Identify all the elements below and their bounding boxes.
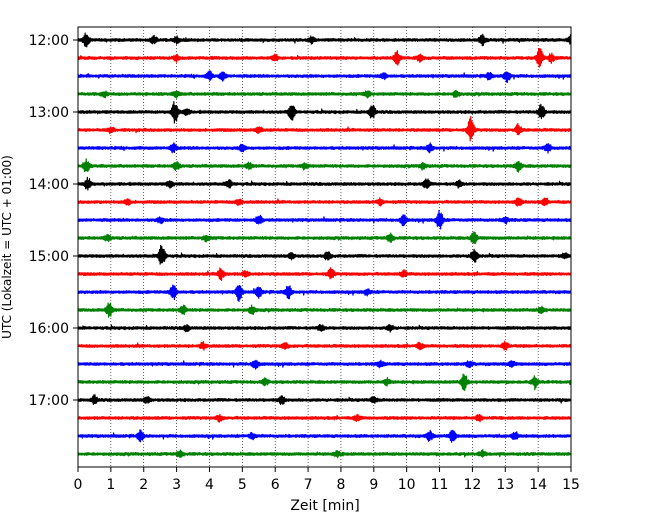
x-tick-label: 10 xyxy=(398,477,416,493)
seismic-trace xyxy=(77,267,572,282)
y-tick-label: 13:00 xyxy=(29,105,69,121)
seismic-trace xyxy=(77,231,572,244)
seismic-trace xyxy=(77,101,572,124)
x-tick-label: 7 xyxy=(304,477,313,493)
x-axis-ticks: 0 1 2 3 4 5 6 7 8 9 10 11 12 13 14 15 xyxy=(74,467,580,493)
seismic-trace xyxy=(77,142,572,154)
trace-group xyxy=(77,32,572,459)
x-tick-label: 5 xyxy=(238,477,247,493)
seismic-trace xyxy=(77,284,572,303)
y-axis-ticks: 12:00 13:00 14:00 15:00 16:00 17:00 xyxy=(29,33,78,409)
x-tick-label: 9 xyxy=(369,477,378,493)
y-tick-label: 17:00 xyxy=(29,393,69,409)
seismic-trace xyxy=(77,373,572,392)
seismic-trace xyxy=(77,90,572,99)
y-tick-label: 16:00 xyxy=(29,321,69,337)
x-tick-label: 12 xyxy=(463,477,481,493)
plot-frame xyxy=(77,26,572,468)
seismic-trace xyxy=(77,197,572,207)
y-tick-label: 15:00 xyxy=(29,249,69,265)
seismic-trace xyxy=(77,394,572,406)
seismic-trace xyxy=(77,449,572,459)
x-tick-label: 8 xyxy=(336,477,345,493)
seismic-trace xyxy=(77,32,572,48)
seismic-trace xyxy=(77,429,572,443)
x-tick-label: 11 xyxy=(431,477,449,493)
x-tick-label: 1 xyxy=(106,477,115,493)
y-axis-label: UTC (Lokalzeit = UTC + 01:00) xyxy=(0,155,14,339)
x-tick-label: 15 xyxy=(562,477,580,493)
x-tick-label: 6 xyxy=(271,477,280,493)
y-tick-label: 14:00 xyxy=(29,177,69,193)
x-axis-label: Zeit [min] xyxy=(290,498,359,514)
seismic-trace xyxy=(77,48,572,68)
seismic-trace xyxy=(77,115,572,142)
seismic-trace xyxy=(77,359,572,370)
seismic-trace xyxy=(77,176,572,191)
seismic-trace xyxy=(77,209,572,230)
x-tick-label: 13 xyxy=(496,477,514,493)
seismic-trace xyxy=(77,158,572,173)
x-tick-label: 4 xyxy=(205,477,214,493)
x-tick-label: 2 xyxy=(139,477,148,493)
seismic-trace xyxy=(77,244,572,265)
x-tick-label: 14 xyxy=(529,477,547,493)
x-tick-label: 3 xyxy=(172,477,181,493)
seismic-trace xyxy=(77,323,572,333)
seismic-trace xyxy=(77,70,572,83)
seismic-trace xyxy=(77,340,572,351)
seismic-trace xyxy=(77,302,572,318)
seismic-trace xyxy=(77,413,572,423)
y-tick-label: 12:00 xyxy=(29,33,69,49)
x-tick-label: 0 xyxy=(74,477,83,493)
